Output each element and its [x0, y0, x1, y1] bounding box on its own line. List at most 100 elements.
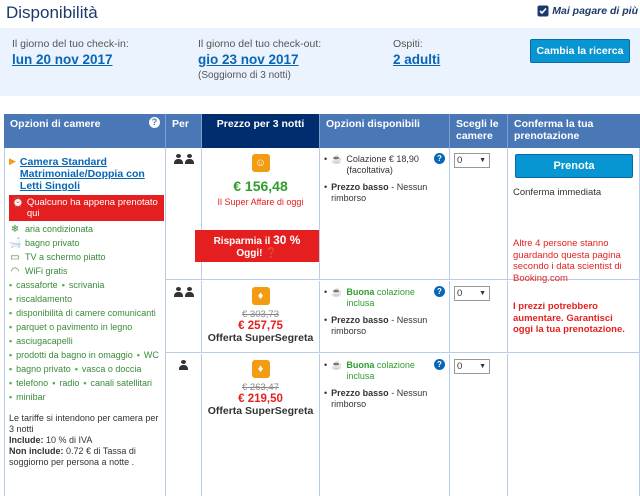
viewers-note: Altre 4 persone stanno guardando questa …	[513, 238, 622, 284]
rate-row: ☺ € 156,48 Il Super Affare di oggi Rispa…	[166, 148, 640, 280]
room-name-link[interactable]: Camera Standard Matrimoniale/Doppia con …	[19, 156, 145, 192]
chevron-down-icon: ▼	[479, 363, 486, 370]
info-icon[interactable]: ?	[149, 117, 160, 128]
bathtub-icon: 🛁	[9, 238, 22, 249]
price-cell: ☺ € 156,48 Il Super Affare di oggi Rispa…	[195, 148, 320, 279]
deal-badge-icon: ☺	[251, 154, 270, 172]
price-warning: I prezzi potrebbero aumentare. Garantisc…	[513, 301, 625, 335]
book-button[interactable]: Prenota	[515, 154, 633, 178]
breakfast-option: • ☕ Buona colazione inclusa	[324, 287, 415, 308]
checkin-label: Il giorno del tuo check-in:	[12, 38, 129, 50]
confirm-column: Prenota Conferma immediata Altre 4 perso…	[508, 148, 640, 496]
facility-item: 🛁 bagno privato	[9, 238, 80, 249]
offer-label: Offerta SuperSegreta	[207, 332, 314, 344]
rate-row: ♦ € 303,73 € 257,75 Offerta SuperSegreta…	[166, 281, 640, 353]
occupancy-one	[166, 354, 202, 496]
room-quantity-select[interactable]: 0 ▼	[454, 153, 490, 168]
tv-icon: ▭	[10, 252, 20, 263]
alarm-clock-icon: ⏰	[12, 197, 24, 208]
chevron-down-icon: ▼	[479, 157, 486, 164]
offer-label: Offerta SuperSegreta	[207, 405, 314, 417]
person-icon	[173, 287, 183, 297]
person-icon	[184, 287, 194, 297]
room-quantity-select[interactable]: 0 ▼	[454, 286, 490, 301]
facility-item: • disponibilità di camere comunicanti	[9, 308, 156, 318]
info-icon[interactable]: ?	[434, 359, 445, 370]
room-description: ▶ Camera Standard Matrimoniale/Doppia co…	[4, 148, 166, 496]
info-icon[interactable]: ❓	[265, 248, 278, 259]
header-choose: Scegli le camere	[450, 114, 508, 148]
room-quantity-cell: 0 ▼	[450, 354, 508, 496]
header-confirm: Conferma la tua prenotazione	[514, 118, 594, 142]
table-header: Opzioni di camere ? Per Prezzo per 3 not…	[4, 114, 640, 148]
snowflake-icon: ❄	[10, 224, 20, 235]
facility-item: • bagno privato • vasca o doccia	[9, 364, 142, 374]
info-icon[interactable]: ?	[434, 153, 445, 164]
page-title: Disponibilità	[6, 3, 98, 22]
guests-link[interactable]: 2 adulti	[393, 52, 441, 67]
checkin-block: Il giorno del tuo check-in: lun 20 nov 2…	[12, 38, 129, 67]
change-search-button[interactable]: Cambia la ricerca	[530, 39, 630, 63]
checkout-date-link[interactable]: gio 23 nov 2017	[198, 52, 299, 67]
room-quantity-cell: 0 ▼	[450, 281, 508, 352]
super-deal-label: Il Super Affare di oggi	[217, 197, 304, 207]
checkout-label: Il giorno del tuo check-out:	[198, 38, 322, 50]
breakfast-option: • ☕ Buona colazione inclusa	[324, 360, 415, 381]
top-bar: Disponibilità Mai pagare di più	[0, 0, 640, 26]
header-room-options: Opzioni di camere ?	[4, 114, 166, 148]
header-per: Per	[166, 114, 202, 148]
policy-option: • Prezzo basso - Nessun rimborso	[324, 182, 428, 203]
occupancy-two	[166, 281, 202, 352]
rate-row: ♦ € 263,47 € 219,50 Offerta SuperSegreta…	[166, 354, 640, 496]
facility-item: ▭ TV a schermo piatto	[10, 252, 106, 263]
search-summary: Il giorno del tuo check-in: lun 20 nov 2…	[0, 28, 640, 96]
facility-item: • cassaforte • scrivania	[9, 280, 105, 290]
availability-table: Opzioni di camere ? Per Prezzo per 3 not…	[4, 114, 640, 496]
coffee-icon: ☕	[331, 360, 343, 370]
instant-confirmation: Conferma immediata	[513, 187, 602, 198]
header-options: Opzioni disponibili	[320, 114, 450, 148]
price-value: € 219,50	[238, 393, 283, 405]
facility-item: • asciugacapelli	[9, 336, 73, 346]
rate-options: • ☕ Colazione € 18,90 (facoltativa) • Prezz…	[320, 148, 450, 279]
chevron-down-icon: ▼	[479, 290, 486, 297]
person-icon	[184, 154, 194, 164]
price-guarantee-label: Mai pagare di più	[552, 5, 638, 17]
recent-booking-alert: ⏰ Qualcuno ha appena prenotato qui	[9, 195, 164, 221]
rate-options: • ☕ Buona colazione inclusa • Prezzo basso …	[320, 281, 450, 352]
stay-length: (Soggiorno di 3 notti)	[198, 70, 291, 81]
room-quantity-select[interactable]: 0 ▼	[454, 359, 490, 374]
guests-label: Ospiti:	[393, 38, 423, 50]
person-icon	[173, 154, 183, 164]
tax-note: Le tariffe si intendono per camera per 3…	[9, 413, 159, 467]
policy-option: • Prezzo basso - Nessun rimborso	[324, 388, 428, 409]
facility-item: • prodotti da bagno in omaggio • WC	[9, 350, 159, 360]
wifi-icon: ◠	[10, 266, 20, 277]
facility-item: • riscaldamento	[9, 294, 73, 304]
facility-item: • parquet o pavimento in legno	[9, 322, 133, 332]
price-guarantee[interactable]: Mai pagare di più	[537, 5, 638, 17]
price-value: € 156,48	[233, 178, 288, 194]
old-price: € 263,47	[242, 382, 279, 393]
price-value: € 257,75	[238, 320, 283, 332]
header-price: Prezzo per 3 notti	[202, 114, 320, 148]
rate-options: • ☕ Buona colazione inclusa • Prezzo basso …	[320, 354, 450, 496]
info-icon[interactable]: ?	[434, 286, 445, 297]
person-icon	[179, 360, 188, 370]
secret-deal-icon: ♦	[251, 287, 270, 305]
occupancy-two	[166, 148, 202, 279]
facility-item: ◠ WiFi gratis	[10, 266, 68, 277]
caret-right-icon: ▶	[9, 156, 16, 166]
coffee-icon: ☕	[331, 154, 343, 164]
facility-item: ❄ aria condizionata	[10, 224, 94, 235]
room-quantity-cell: 0 ▼	[450, 148, 508, 279]
old-price: € 303,73	[242, 309, 279, 320]
savings-banner: Risparmia il 30 % Oggi! ❓	[195, 230, 319, 262]
breakfast-option: • ☕ Colazione € 18,90 (facoltativa)	[324, 154, 419, 175]
secret-deal-icon: ♦	[251, 360, 270, 378]
policy-option: • Prezzo basso - Nessun rimborso	[324, 315, 428, 336]
guests-block: Ospiti: 2 adulti	[393, 38, 440, 67]
price-cell: ♦ € 263,47 € 219,50 Offerta SuperSegreta	[202, 354, 320, 496]
checkmark-badge-icon	[537, 5, 549, 17]
checkin-date-link[interactable]: lun 20 nov 2017	[12, 52, 113, 67]
